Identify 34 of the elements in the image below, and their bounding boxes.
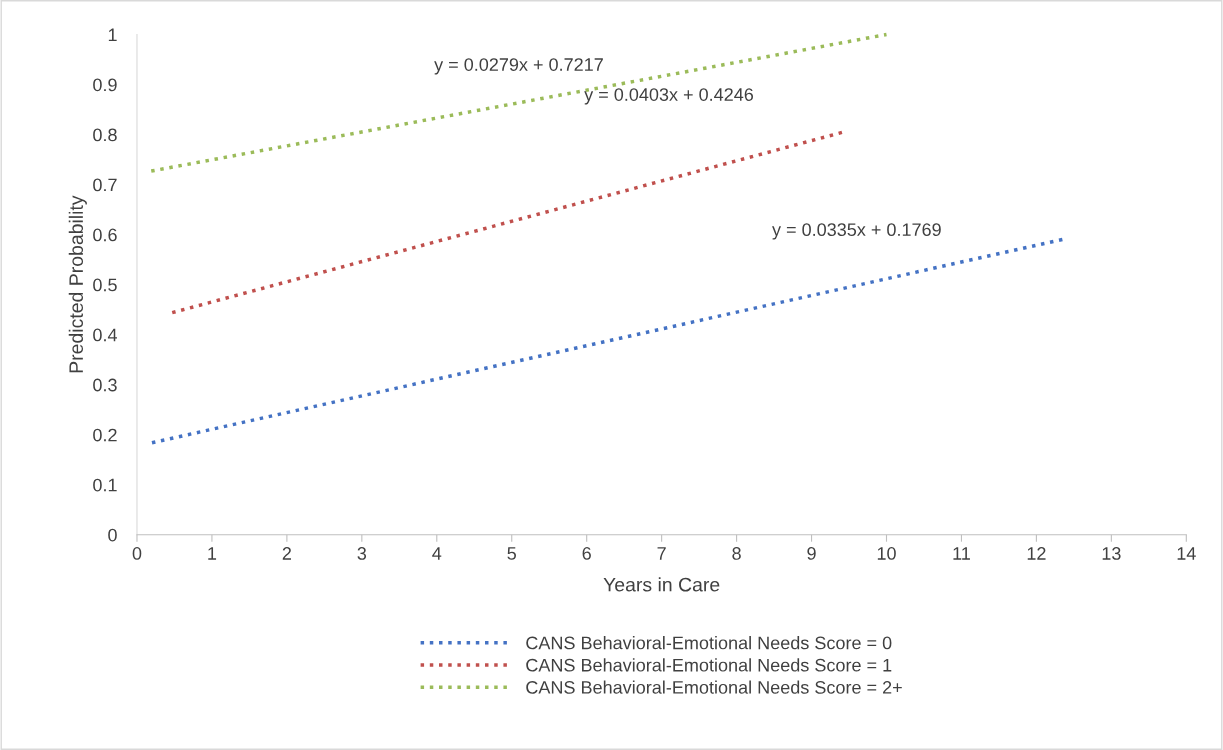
y-axis-title: Predicted Probability [68,195,87,373]
x-tick-label: 13 [1102,547,1121,560]
x-tick-label: 8 [732,547,741,560]
x-tick-label: 6 [582,547,591,560]
y-tick-label: 0.4 [93,328,118,342]
y-tick-label: 0.8 [93,128,117,142]
annotation: y = 0.0403x + 0.4246 [584,88,754,105]
x-tick-label: 1 [208,547,217,560]
x-tick-label: 14 [1177,547,1196,560]
y-tick-label: 0.9 [93,78,117,92]
legend-label: CANS Behavioral-Emotional Needs Score = 2+ [526,680,902,694]
x-tick-label: 10 [877,547,896,560]
x-axis-title: Years in Care [603,577,720,592]
y-tick-label: 0.3 [93,378,117,392]
y-tick-label: 0.7 [93,178,117,192]
annotation: y = 0.0335x + 0.1769 [772,223,941,240]
y-tick-label: 0.2 [93,428,117,442]
y-tick-label: 0.1 [93,478,117,492]
y-tick-label: 1 [108,28,117,42]
y-tick-label: 0.6 [93,228,117,242]
x-tick-label: 3 [357,547,367,560]
annotation: y = 0.0279x + 0.7217 [434,58,603,75]
legend-label: CANS Behavioral-Emotional Needs Score = 1 [526,658,892,672]
x-tick-label: 9 [807,547,816,560]
x-tick-label: 0 [132,547,142,560]
x-tick-label: 11 [953,547,970,560]
legend-label: CANS Behavioral-Emotional Needs Score = 0 [526,636,892,650]
x-tick-label: 7 [657,547,666,560]
x-tick-label: 2 [282,547,291,560]
y-tick-label: 0 [108,528,117,542]
y-tick-label: 0.5 [93,278,117,292]
x-tick-label: 4 [432,547,442,560]
x-tick-label: 5 [507,547,516,560]
x-tick-label: 12 [1027,547,1046,560]
